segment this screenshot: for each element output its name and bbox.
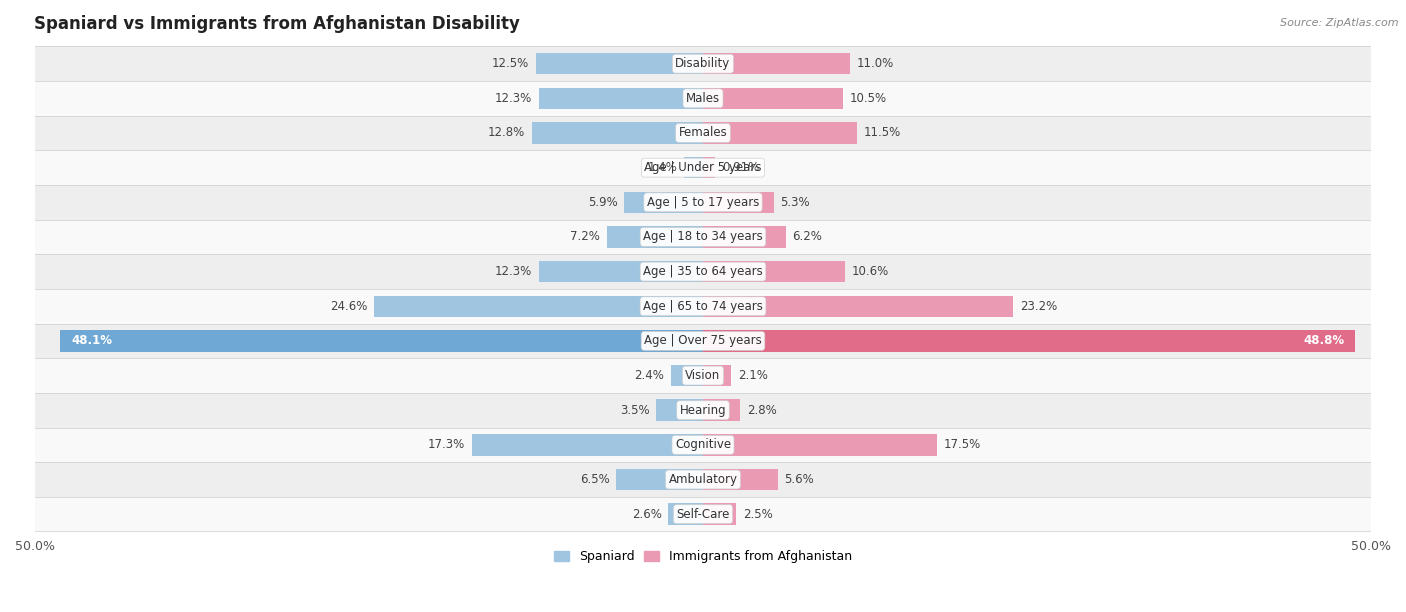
Text: 1.4%: 1.4% xyxy=(648,161,678,174)
Bar xyxy=(616,469,703,490)
Text: 23.2%: 23.2% xyxy=(1019,300,1057,313)
Bar xyxy=(703,400,741,421)
Bar xyxy=(35,358,1371,393)
Text: 11.5%: 11.5% xyxy=(863,127,901,140)
Text: Age | 65 to 74 years: Age | 65 to 74 years xyxy=(643,300,763,313)
Text: 48.1%: 48.1% xyxy=(72,334,112,348)
Bar xyxy=(703,469,778,490)
Bar xyxy=(703,365,731,386)
Text: Hearing: Hearing xyxy=(679,404,727,417)
Bar xyxy=(703,192,773,213)
Bar xyxy=(703,504,737,525)
Text: 5.3%: 5.3% xyxy=(780,196,810,209)
Text: 3.5%: 3.5% xyxy=(620,404,650,417)
Text: Age | Over 75 years: Age | Over 75 years xyxy=(644,334,762,348)
Bar xyxy=(703,157,716,178)
Bar xyxy=(35,324,1371,358)
Text: 5.9%: 5.9% xyxy=(588,196,617,209)
Text: Age | 5 to 17 years: Age | 5 to 17 years xyxy=(647,196,759,209)
Bar xyxy=(35,81,1371,116)
Bar xyxy=(703,88,844,109)
Bar xyxy=(35,185,1371,220)
Bar xyxy=(668,504,703,525)
Text: 48.8%: 48.8% xyxy=(1303,334,1344,348)
Text: Ambulatory: Ambulatory xyxy=(668,473,738,486)
Text: Spaniard vs Immigrants from Afghanistan Disability: Spaniard vs Immigrants from Afghanistan … xyxy=(34,15,520,33)
Bar xyxy=(35,254,1371,289)
Bar xyxy=(657,400,703,421)
Bar xyxy=(35,497,1371,531)
Text: Age | 18 to 34 years: Age | 18 to 34 years xyxy=(643,231,763,244)
Text: Age | Under 5 years: Age | Under 5 years xyxy=(644,161,762,174)
Bar xyxy=(703,53,851,75)
Text: 10.6%: 10.6% xyxy=(851,265,889,278)
Bar xyxy=(35,151,1371,185)
Bar xyxy=(624,192,703,213)
Bar xyxy=(35,289,1371,324)
Text: Self-Care: Self-Care xyxy=(676,508,730,521)
Text: 2.1%: 2.1% xyxy=(738,369,768,382)
Bar xyxy=(35,462,1371,497)
Text: 10.5%: 10.5% xyxy=(851,92,887,105)
Bar xyxy=(536,53,703,75)
Text: 6.5%: 6.5% xyxy=(579,473,609,486)
Text: 12.5%: 12.5% xyxy=(492,57,529,70)
Bar xyxy=(35,47,1371,81)
Text: 0.91%: 0.91% xyxy=(721,161,759,174)
Bar xyxy=(703,226,786,248)
Bar xyxy=(35,393,1371,428)
Bar xyxy=(703,434,936,455)
Bar xyxy=(538,261,703,282)
Bar xyxy=(538,88,703,109)
Bar xyxy=(35,220,1371,254)
Bar xyxy=(531,122,703,144)
Text: 2.4%: 2.4% xyxy=(634,369,664,382)
Bar xyxy=(703,261,845,282)
Text: 12.3%: 12.3% xyxy=(495,265,531,278)
Bar xyxy=(35,116,1371,151)
Text: 12.8%: 12.8% xyxy=(488,127,526,140)
Bar xyxy=(60,330,703,352)
Legend: Spaniard, Immigrants from Afghanistan: Spaniard, Immigrants from Afghanistan xyxy=(548,545,858,568)
Text: 7.2%: 7.2% xyxy=(571,231,600,244)
Bar xyxy=(35,428,1371,462)
Text: Cognitive: Cognitive xyxy=(675,438,731,452)
Bar xyxy=(671,365,703,386)
Text: 2.5%: 2.5% xyxy=(744,508,773,521)
Text: Vision: Vision xyxy=(685,369,721,382)
Text: 17.3%: 17.3% xyxy=(427,438,465,452)
Bar xyxy=(703,330,1355,352)
Text: Males: Males xyxy=(686,92,720,105)
Text: Females: Females xyxy=(679,127,727,140)
Text: 2.6%: 2.6% xyxy=(631,508,662,521)
Text: 24.6%: 24.6% xyxy=(330,300,367,313)
Bar xyxy=(472,434,703,455)
Text: 2.8%: 2.8% xyxy=(747,404,778,417)
Bar xyxy=(374,296,703,317)
Text: Disability: Disability xyxy=(675,57,731,70)
Bar xyxy=(685,157,703,178)
Text: Source: ZipAtlas.com: Source: ZipAtlas.com xyxy=(1281,18,1399,28)
Text: 6.2%: 6.2% xyxy=(793,231,823,244)
Text: 11.0%: 11.0% xyxy=(856,57,894,70)
Text: 17.5%: 17.5% xyxy=(943,438,981,452)
Bar xyxy=(703,296,1012,317)
Bar xyxy=(607,226,703,248)
Text: 12.3%: 12.3% xyxy=(495,92,531,105)
Text: 5.6%: 5.6% xyxy=(785,473,814,486)
Text: Age | 35 to 64 years: Age | 35 to 64 years xyxy=(643,265,763,278)
Bar xyxy=(703,122,856,144)
